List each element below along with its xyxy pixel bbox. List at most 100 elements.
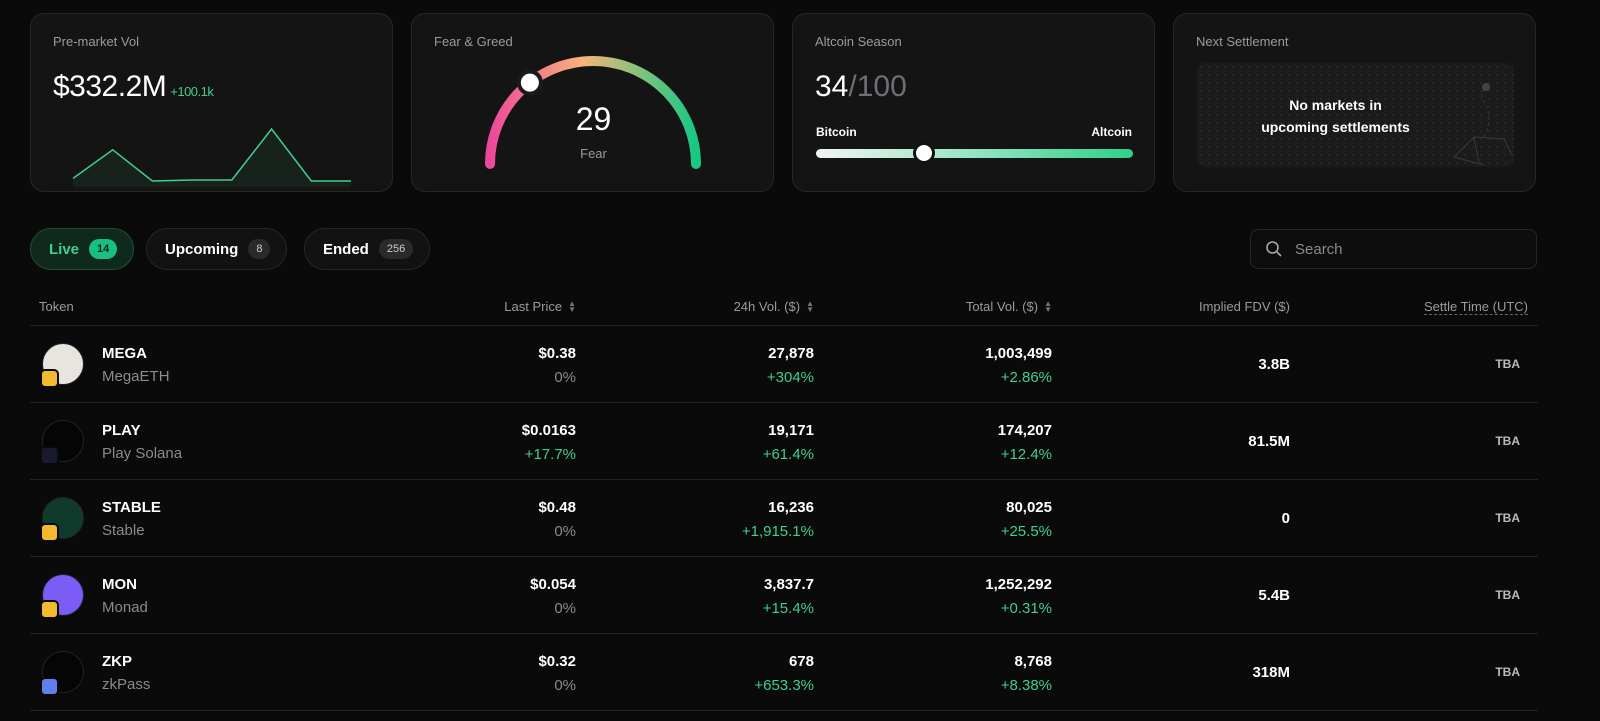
last-price: $0.32: [538, 653, 576, 670]
token-symbol: STABLE: [102, 499, 161, 516]
value: $332.2M: [53, 70, 167, 103]
solana-icon: [40, 446, 59, 465]
altcoin-season-slider: [816, 142, 1133, 164]
vol-24h: 16,236: [768, 499, 814, 516]
premarket-vol-delta: +100.1k: [170, 84, 214, 99]
tab-count-badge: 8: [248, 239, 271, 259]
price-change: 0%: [554, 677, 576, 694]
table-header: Token Last Price ▲ ▼ 24h Vol. ($) ▲ ▼ Total …: [30, 290, 1538, 326]
implied-fdv: 0: [1281, 510, 1290, 527]
token-name: zkPass: [102, 676, 151, 693]
premarket-vol-card: Pre-market Vol $332.2M +100.1k: [30, 13, 393, 192]
token-name: MegaETH: [102, 368, 170, 385]
total-vol-change: +12.4%: [1000, 446, 1052, 463]
tab-label: Upcoming: [165, 240, 239, 258]
implied-fdv: 3.8B: [1258, 356, 1290, 373]
total-vol: 174,207: [997, 422, 1052, 439]
total-vol: 1,003,499: [985, 345, 1052, 362]
bnb-icon: [40, 600, 59, 619]
vol-24h-change: +61.4%: [762, 446, 814, 463]
header-settle-time: Settle Time (UTC): [1423, 299, 1528, 315]
price-change: +17.7%: [524, 446, 576, 463]
total-vol-change: +8.38%: [1000, 677, 1052, 694]
sparkline-line: [72, 127, 351, 182]
token-symbol: MON: [102, 576, 137, 593]
vol-24h-change: +15.4%: [762, 600, 814, 617]
header-24h-vol[interactable]: 24h Vol. ($) ▲ ▼: [734, 299, 814, 314]
empty-box-illustration-icon: [1453, 83, 1513, 166]
altcoin-season-value: 34/100: [815, 70, 907, 104]
settle-time: TBA: [1495, 357, 1520, 371]
vol-24h-change: +653.3%: [754, 677, 814, 694]
table-row[interactable]: MEGA MegaETH $0.38 0% 27,878 +304% 1,003,4…: [30, 326, 1538, 403]
card-title: Altcoin Season: [815, 34, 902, 49]
bnb-icon: [40, 523, 59, 542]
tab-label: Ended: [323, 240, 369, 258]
max: /100: [848, 70, 907, 103]
last-price: $0.48: [538, 499, 576, 516]
price-change: 0%: [554, 523, 576, 540]
gauge-knob: [516, 69, 543, 96]
implied-fdv: 5.4B: [1258, 587, 1290, 604]
next-settlement-card: Next Settlement No markets in upcoming se…: [1173, 13, 1536, 192]
fear-greed-card: Fear & Greed 29 Fear: [411, 13, 774, 192]
token-symbol: MEGA: [102, 345, 147, 362]
tab-label: Live: [49, 240, 80, 258]
tab-ended[interactable]: Ended 256: [304, 228, 431, 270]
settle-time: TBA: [1495, 588, 1520, 602]
search-input[interactable]: [1295, 240, 1515, 258]
settle-time: TBA: [1495, 665, 1520, 679]
header-token: Token: [39, 299, 74, 314]
search-box[interactable]: [1250, 229, 1537, 269]
sort-icon: ▲ ▼: [806, 298, 814, 314]
table-row[interactable]: STABLE Stable $0.48 0% 16,236 +1,915.1% 80…: [30, 480, 1538, 557]
premarket-vol-value: $332.2M +100.1k: [53, 70, 214, 104]
fear-greed-value: 29: [575, 101, 612, 137]
price-change: 0%: [554, 600, 576, 617]
empty-line-1: No markets in: [1289, 97, 1382, 113]
vol-24h: 3,837.7: [763, 576, 814, 593]
token-name: Stable: [102, 522, 145, 539]
card-title: Fear & Greed: [434, 34, 513, 49]
vol-24h: 19,171: [768, 422, 814, 439]
tab-upcoming[interactable]: Upcoming 8: [146, 228, 288, 270]
slider-knob: [912, 142, 935, 164]
token-logo-icon: [42, 420, 84, 462]
token-symbol: ZKP: [102, 653, 132, 670]
vol-24h-change: +1,915.1%: [741, 523, 814, 540]
sort-icon: ▲ ▼: [568, 298, 576, 314]
ethereum-icon: [40, 677, 59, 696]
altcoin-label: Altcoin: [1091, 125, 1132, 139]
vol-24h: 27,878: [768, 345, 814, 362]
vol-24h-change: +304%: [766, 369, 814, 386]
value: 34: [815, 70, 849, 103]
gauge-arc: [485, 56, 701, 169]
tab-live[interactable]: Live 14: [30, 228, 135, 270]
table-row[interactable]: MON Monad $0.054 0% 3,837.7 +15.4% 1,252,2…: [30, 557, 1538, 634]
table-row[interactable]: PLAY Play Solana $0.0163 +17.7% 19,171 +61…: [30, 403, 1538, 480]
header-last-price[interactable]: Last Price ▲ ▼: [504, 299, 576, 314]
settle-time: TBA: [1495, 511, 1520, 525]
tab-count-badge: 14: [89, 239, 118, 259]
last-price: $0.054: [530, 576, 576, 593]
sort-icon: ▲ ▼: [1044, 298, 1052, 314]
bitcoin-label: Bitcoin: [816, 125, 857, 139]
total-vol-change: +0.31%: [1000, 600, 1052, 617]
price-change: 0%: [554, 369, 576, 386]
total-vol-change: +25.5%: [1000, 523, 1052, 540]
total-vol-change: +2.86%: [1000, 369, 1052, 386]
altcoin-season-card: Altcoin Season 34/100 Bitcoin Altcoin: [792, 13, 1155, 192]
total-vol: 1,252,292: [985, 576, 1052, 593]
empty-message: No markets in upcoming settlements: [1197, 94, 1474, 138]
header-total-vol[interactable]: Total Vol. ($) ▲ ▼: [966, 299, 1052, 314]
implied-fdv: 318M: [1252, 664, 1290, 681]
fear-greed-label: Fear: [580, 146, 607, 161]
card-title: Pre-market Vol: [53, 34, 139, 49]
table-row[interactable]: ZKP zkPass $0.32 0% 678 +653.3% 8,768 +8.38…: [30, 634, 1538, 711]
bnb-icon: [40, 369, 59, 388]
label: Total Vol. ($): [965, 299, 1039, 314]
label: Last Price: [504, 299, 563, 314]
empty-line-2: upcoming settlements: [1261, 119, 1410, 135]
last-price: $0.38: [538, 345, 576, 362]
total-vol: 80,025: [1006, 499, 1052, 516]
